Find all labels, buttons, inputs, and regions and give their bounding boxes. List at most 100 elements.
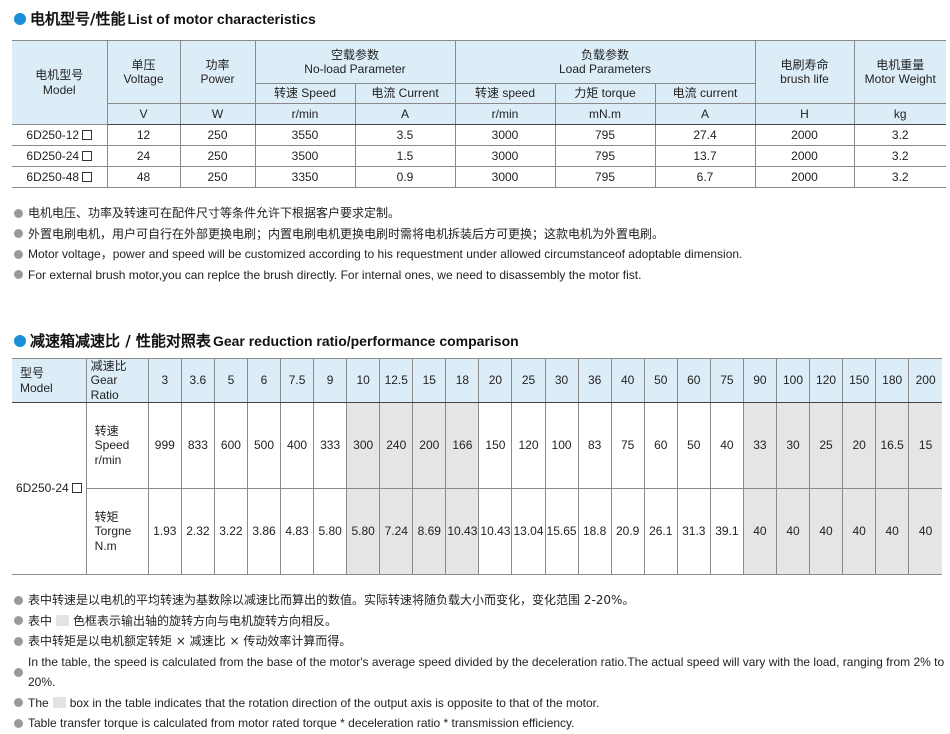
note-text: 表中 [28, 613, 53, 628]
torque-cell: 5.80 [313, 488, 348, 576]
section2-title-en: Gear reduction ratio/performance compari… [212, 332, 519, 349]
unit-cell: mN.m [554, 103, 656, 125]
ratio-header: 100 [775, 357, 811, 404]
header-l-speed: 转速 speed [454, 83, 556, 104]
motor-notes: 电机电压、功率及转速可在配件尺寸等条件允许下根据客户要求定制。 外置电刷电机，用户… [14, 203, 742, 285]
torque-cell: 1.93 [147, 488, 182, 576]
speed-cell: 33 [742, 402, 777, 490]
table-cell: 3.5 [354, 124, 456, 146]
table-cell: 48 [106, 166, 181, 188]
note-item: 外置电刷电机，用户可自行在外部更换电刷；内置电刷电机更换电刷时需将电机拆装后方可… [14, 224, 742, 245]
checkbox-square-icon [82, 171, 93, 182]
note-text: 色框表示输出轴的旋转方向与电机旋转方向相反。 [73, 613, 338, 628]
checkbox-square-icon [71, 483, 82, 494]
table-cell: 795 [554, 166, 656, 188]
unit-cell: W [179, 103, 256, 125]
note-item: 表中转速是以电机的平均转速为基数除以减速比而算出的数值。实际转速将随负载大小而变… [14, 590, 950, 611]
table-cell: 3000 [454, 124, 556, 146]
torque-cell: 13.04 [511, 488, 546, 576]
torque-cell: 20.9 [610, 488, 645, 576]
speed-cell: 600 [213, 402, 248, 490]
speed-cell: 240 [379, 402, 414, 490]
table-cell: 3.2 [853, 124, 946, 146]
torque-cell: 5.80 [346, 488, 381, 576]
note-text: The [28, 695, 49, 710]
ratio-header: 120 [809, 357, 844, 404]
torque-cell: 40 [809, 488, 844, 576]
unit-cell: A [654, 103, 756, 125]
unit-cell: kg [853, 103, 946, 125]
bullet-icon [14, 12, 26, 25]
ratio-header: 60 [676, 357, 711, 404]
torque-cell: 18.8 [577, 488, 612, 576]
ratio-header: 180 [875, 357, 910, 404]
unit-cell: H [754, 103, 855, 125]
header-weight: 电机重量 Motor Weight [853, 40, 946, 104]
ratio-header: 90 [742, 357, 777, 404]
header-model: 电机型号 Model [12, 40, 108, 125]
ratio-header: 3 [147, 357, 182, 404]
speed-cell: 166 [445, 402, 480, 490]
ratio-header: 200 [908, 357, 942, 404]
section2-title: 减速箱减速比 / 性能对照表 Gear reduction ratio/perf… [14, 330, 519, 351]
unit-cell: V [107, 103, 181, 125]
note-item: 电机电压、功率及转速可在配件尺寸等条件允许下根据客户要求定制。 [14, 203, 742, 224]
unit-cell: A [354, 103, 456, 125]
table-cell: 250 [179, 145, 256, 167]
torque-cell: 39.1 [709, 488, 744, 576]
section1-title-cn: 电机型号/性能 [30, 10, 126, 28]
speed-cell: 60 [643, 402, 678, 490]
note-item: For external brush motor,you can replce … [14, 265, 742, 286]
speed-cell: 500 [246, 402, 282, 490]
header-load: 负载参数 Load Parameters [454, 40, 756, 84]
table-cell: 2000 [754, 124, 855, 146]
ratio-header: 6 [246, 357, 282, 404]
speed-cell: 999 [147, 402, 182, 490]
torque-cell: 3.86 [246, 488, 282, 576]
speed-cell: 20 [842, 402, 877, 490]
table-cell: 795 [554, 145, 656, 167]
ratio-header: 36 [577, 357, 612, 404]
unit-cell: r/min [254, 103, 356, 125]
note-text: box in the table indicates that the rota… [69, 695, 600, 710]
speed-cell: 40 [709, 402, 744, 490]
model-cell: 6D250-48 [12, 166, 108, 188]
header-model: 型号 Model [12, 357, 87, 404]
speed-cell: 83 [577, 402, 612, 490]
speed-cell: 833 [180, 402, 215, 490]
table-row: 6D250-48 48 250 3350 0.9 3000 795 6.7 2000 3.2 [12, 166, 946, 188]
table-cell: 3500 [254, 145, 356, 167]
table-cell: 2000 [754, 145, 855, 167]
speed-cell: 15 [908, 402, 942, 490]
ratio-header: 18 [445, 357, 480, 404]
torque-cell: 3.22 [213, 488, 248, 576]
table-cell: 3.2 [853, 145, 946, 167]
ratio-header: 50 [643, 357, 678, 404]
model-cell: 6D250-24 [12, 402, 87, 576]
model-cell: 6D250-24 [12, 145, 108, 167]
checkbox-square-icon [82, 129, 93, 140]
torque-cell: 2.32 [180, 488, 215, 576]
section1-title: 电机型号/性能 List of motor characteristics [14, 8, 316, 29]
header-brush-life: 电刷寿命 brush life [754, 40, 855, 104]
speed-cell: 100 [544, 402, 579, 490]
speed-cell: 30 [775, 402, 811, 490]
ratio-header: 40 [610, 357, 645, 404]
gray-box-icon [52, 697, 66, 709]
ratio-header: 5 [213, 357, 248, 404]
torque-cell: 8.69 [412, 488, 447, 576]
ratio-header: 25 [511, 357, 546, 404]
torque-cell: 40 [908, 488, 942, 576]
note-item: Table transfer torque is calculated from… [14, 713, 950, 734]
speed-label: 转速 Speed r/min [85, 402, 149, 490]
ratio-header: 30 [544, 357, 579, 404]
header-l-torque: 力矩 torque [554, 83, 656, 104]
note-item: In the table, the speed is calculated fr… [14, 652, 950, 693]
speed-cell: 200 [412, 402, 447, 490]
speed-cell: 50 [676, 402, 711, 490]
torque-cell: 31.3 [676, 488, 711, 576]
table-cell: 3000 [454, 166, 556, 188]
header-power: 功率 Power [179, 40, 256, 104]
table-cell: 6.7 [654, 166, 756, 188]
bullet-icon [14, 334, 26, 347]
